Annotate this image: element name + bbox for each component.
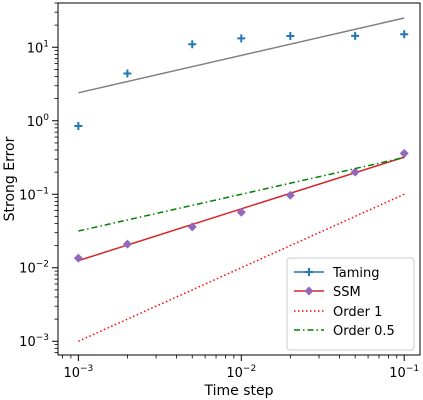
taming-point — [123, 69, 132, 78]
y-tick-label: 10−1 — [19, 186, 49, 203]
legend-label-ssm: SSM — [333, 285, 361, 300]
ssm-point — [236, 207, 246, 217]
order-0-5-reference-line — [78, 156, 405, 232]
taming-point — [400, 30, 409, 39]
tick-layer: 10−3 10−2 10−1 10−3 10−2 10−1 100 101 — [19, 2, 419, 381]
legend-marker-plus — [305, 268, 313, 276]
legend-label-taming: Taming — [332, 266, 380, 281]
taming-point — [188, 40, 197, 49]
x-tick-label: 10−3 — [63, 364, 93, 381]
legend-item-order-0-5: Order 0.5 — [294, 324, 395, 339]
y-tick-label: 10−2 — [19, 260, 49, 277]
x-tick-label: 10−1 — [389, 364, 419, 381]
legend-item-ssm: SSM — [294, 285, 361, 300]
taming-point — [74, 121, 83, 130]
x-axis-label: Time step — [204, 383, 274, 399]
legend-marker-diamond — [304, 286, 314, 296]
ssm-point — [399, 148, 409, 158]
y-axis-label: Strong Error — [2, 136, 18, 221]
ssm-point — [350, 167, 360, 177]
y-tick-label: 101 — [27, 39, 49, 56]
plot-frame — [57, 2, 421, 356]
legend-box — [286, 257, 415, 351]
taming-point — [351, 31, 360, 40]
series-layer — [73, 17, 409, 342]
legend-item-taming: Taming — [294, 266, 380, 281]
taming-point — [286, 32, 295, 41]
ssm-point — [73, 253, 83, 263]
taming-fit-line — [78, 17, 405, 94]
y-tick-label: 10−3 — [19, 333, 49, 350]
ssm-point — [285, 190, 295, 200]
ssm-point — [187, 222, 197, 232]
x-tick-label: 10−2 — [226, 364, 256, 381]
legend-label-order-0-5: Order 0.5 — [333, 324, 395, 339]
legend-item-order-1: Order 1 — [294, 305, 382, 320]
taming-point — [237, 34, 246, 43]
ssm-point — [122, 239, 132, 249]
legend: Taming SSM Order 1 Order 0.5 — [286, 257, 415, 351]
legend-label-order-1: Order 1 — [333, 305, 382, 320]
y-tick-label: 100 — [27, 113, 50, 130]
